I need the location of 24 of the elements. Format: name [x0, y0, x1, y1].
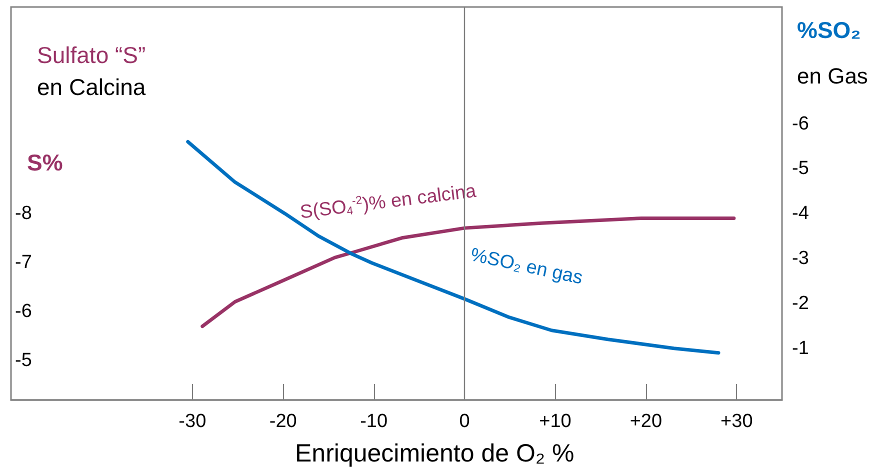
y-tick-label: -6	[15, 301, 32, 322]
x-tick-label: +20	[630, 411, 662, 432]
y2-tick-label: -3	[792, 248, 809, 270]
text: S(SO4-2)% en calcina	[298, 180, 478, 224]
y2-tick-label: -1	[792, 338, 809, 359]
y-tick-label: -5	[15, 350, 32, 372]
x-axis-title: Enriquecimiento de O₂ %	[295, 440, 574, 468]
y2-tick-label: -4	[792, 203, 810, 224]
x-tick-label: -10	[360, 411, 388, 432]
y2-tick-label: -2	[792, 292, 809, 314]
x-tick-label: -30	[178, 411, 206, 432]
line-series	[186, 140, 720, 355]
y-tick-label: -7	[15, 252, 32, 273]
x-tick-label: +30	[720, 411, 753, 432]
x-tick-label: 0	[459, 411, 470, 432]
text: Sulfato “S” en Calcina	[37, 42, 146, 100]
y-tick-label: -8	[15, 202, 32, 224]
text: %SO₂ en gas	[468, 244, 584, 289]
y2-axis-title: %SO₂ en Gas	[797, 17, 868, 88]
x-tick-label: -20	[269, 411, 297, 432]
y2-tick-label: -5	[792, 158, 809, 180]
y-axis-title: S%	[27, 150, 63, 176]
x-tick-label: +10	[539, 411, 572, 432]
y2-tick-label: -6	[792, 113, 809, 134]
